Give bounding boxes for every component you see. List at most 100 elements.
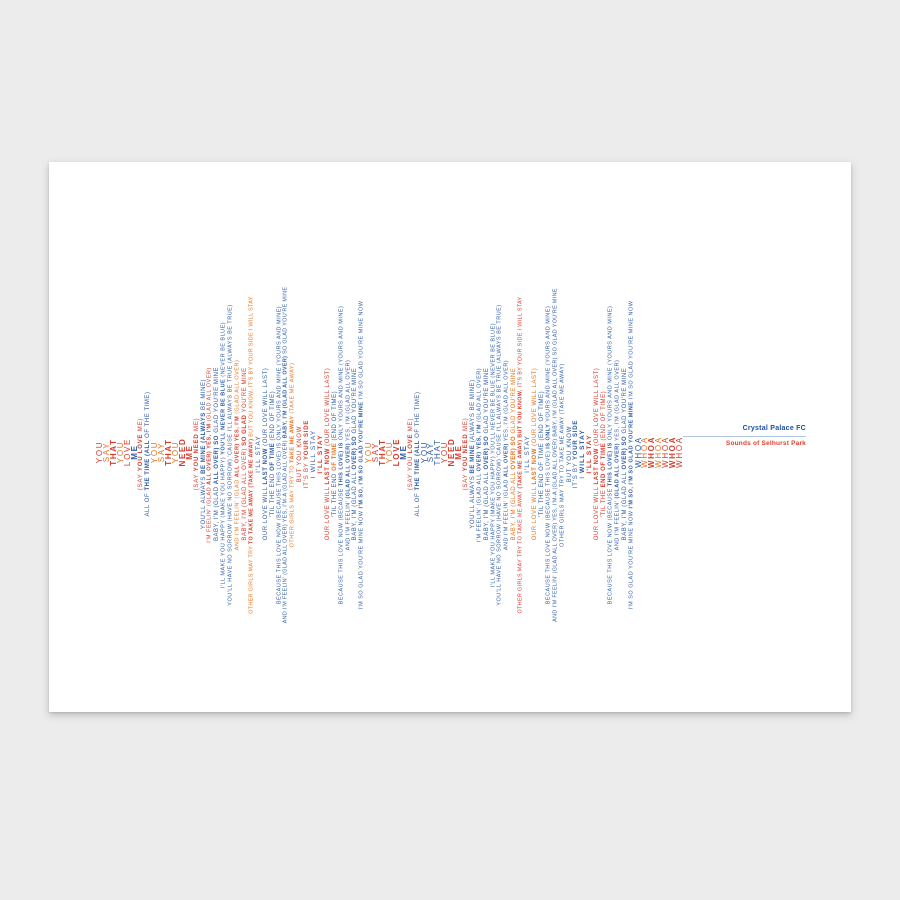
lyric-segment: GLAD YOU'RE MINE [483,367,490,436]
lyric-segment: LAST NOW [594,448,601,485]
lyric-line-text: I'M FEELIN' (GLAD ALL OVER) YES, I'M (GL… [206,367,214,542]
lyric-segment: (GLAD ALL OVER) [476,367,483,425]
lyric-segment: TO TAKE ME AWAY (TAKE ME AWAY) [248,438,255,545]
lyric-segment: YOURS AND MINE (YOURS AND MINE) [545,305,552,424]
lyric-line-text: AND I'M FEELIN' (GLAD ALL OVER) YES, I'M… [614,360,621,551]
lyric-line-text: ME [399,444,408,459]
lyric-line-text: ME [454,444,463,459]
lyric-segment: AND I'M FEELIN' (GLAD [503,477,510,551]
lyric-segment: (OUR LOVE WILL LAST) [262,367,269,449]
lyric-segment: LAST NOW [324,448,331,485]
club-title: Crystal Palace FC [742,425,806,432]
lyric-segment: YOU'LL ALWAYS [469,473,476,529]
divider-rule [683,435,806,437]
lyric-segment: OVER) SO [621,435,628,470]
lyric-segment: I'LL STAY [523,435,531,473]
lyric-segment: AND I'M FEELIN' [344,498,351,551]
poster-subtitle: Sounds of Selhurst Park [725,439,806,447]
lyric-segment: BABY, I'M (GLAD ALL [621,469,628,541]
lyric-line-text: OUR LOVE WILL LAST NOW (OUR LOVE WILL LA… [594,368,600,541]
lyric-segment: 'TIL THE END [269,470,276,518]
lyric-line-text: BABY, I'M (GLAD ALL OVER) SO GLAD YOU'RE… [484,368,490,541]
lyric-segment: ONLY YOURS AND MINE (YOURS AND MINE) [607,305,614,443]
lyric-line-text: BABY, I'M (GLAD ALL OVER) SO GLAD YOU'RE… [622,368,628,541]
lyric-segment: YES, I'M (GLAD ALL OVER) [344,359,351,443]
lyric-segment: OVER) YES, I'M [476,424,483,472]
lyric-line-text: OUR LOVE WILL LAST NOW (OUR LOVE WILL LA… [263,368,269,541]
lyric-segment: AND I'M FEELIN' [614,498,621,551]
lyric-line-text: BECAUSE THIS LOVE NOW (BECAUSE THIS LOVE… [337,305,345,605]
lyric-segment: (OUR LOVE WILL LAST) [324,367,331,449]
lyric-line-text: (SAY YOU LOVE ME) [138,418,144,490]
lyric-segment: YOU NEED [462,433,469,472]
lyric-segment: END OF TIME [601,442,608,488]
lyric-segment: OF THE TIME) [414,391,421,441]
lyric-line-text: YOU'LL ALWAYS BE MINE (ALWAYS BE MINE) [470,379,476,528]
lyric-line-text: YOU'LL HAVE NO SORROW (HAVE NO SORROW) '… [227,304,234,605]
lyric-line-text: AND I'M FEELIN' (GLAD ALL OVER) YES, I'M… [234,360,241,551]
lyric-line-text: (SAY YOU NEED ME) [463,418,469,491]
lyric-segment: ALL OF [145,490,152,517]
lyric-segment: I'LL STAY [586,434,593,474]
lyric-segment: OUR LOVE WILL [532,484,538,541]
lyric-segment: ME) [138,417,145,434]
lyric-segment: I'LL STAY [254,435,262,473]
lyric-segment: ALL OVER) YES, I'M [206,423,213,485]
lyric-line-text: AND I'M FEELIN' (GLAD ALL OVER) YES, I'M… [503,359,511,551]
lyric-segment: OTHER GIRLS MAY TRY [248,544,255,614]
lyric-segment: IS ONLY [545,423,552,449]
lyric-segment: OF THE TIME) [145,391,152,441]
lyric-segment: I'M SO GLAD YOU'RE MINE NOW [358,508,365,610]
art-print-poster: YOU SAY THAT YOU LOVE ME (SAY YOU LOVE ME) ALL … [49,162,851,712]
lyric-segment: 'TIL THE END [331,470,338,518]
lyric-segment: (GLAD ALL OVER) [614,442,621,499]
lyric-segment: OF TIME [269,442,276,471]
credit-block: Crystal Palace FC Sounds of Selhurst Par… [646,425,806,447]
lyric-segment: (GLAD ALL OVER) [206,367,213,424]
lyric-line-text: BUT YOU KNOW [567,426,573,482]
lyric-line-text: (SAY YOU NEED ME) [194,418,200,491]
lyric-segment: BECAUSE THIS LOVE NOW (BECAUSE [337,486,344,605]
lyric-segment: I'M FEELIN' (GLAD ALL [476,471,483,543]
lyric-segment: OTHER GIRLS MAY TRY TO TAKE ME AWAY (TAK… [558,363,565,547]
lyric-segment: YES, I'M (GLAD ALL OVER) [503,359,510,444]
lyric-segment: YOU'LL HAVE NO SORROW (HAVE NO SORROW) '… [496,304,503,606]
lyric-line-text: (SAY YOU LOVE ME) [408,418,414,490]
lyric-segment: BABY, I'M (GLAD ALL OVER) [282,355,289,439]
lyric-line-text: BECAUSE THIS LOVE NOW (BECAUSE THIS LOVE… [607,305,614,605]
lyric-segment: (SAY [462,471,469,491]
lyric-segment: THIS LOVE) IS [607,442,614,487]
lyric-segment: 'TIL THE END OF TIME (END OF TIME) [538,390,545,518]
lyric-segment: AND I'M FEELIN' (GLAD ALL OVER) YES, I'M… [552,288,559,622]
lyric-line-text: BUT YOU KNOW [297,426,303,482]
lyric-segment: ME [184,444,194,460]
lyric-line-text: I'LL STAY [316,434,325,474]
lyric-line-text: 'TIL THE END OF TIME (END OF TIME) [270,391,276,517]
lyric-segment: BUT YOU KNOW [566,425,573,483]
lyric-line-text: OTHER GIRLS MAY TRY TO TAKE ME AWAY (TAK… [558,363,566,547]
lyric-segment: (END OF TIME) [269,390,276,443]
lyric-line-text: 'TIL THE END OF TIME (END OF TIME) [601,391,607,517]
lyric-segment: BABY, I'M (GLAD ALL [483,469,490,541]
lyric-segment: GLAD YOU'RE MINE [621,367,628,436]
lyric-segment: OF TIME [331,442,338,471]
lyric-segment: ALL OVER) [503,443,510,478]
lyric-segment: (OUR LOVE WILL LAST) [594,367,601,449]
lyric-segment: (END OF TIME) [601,390,608,443]
lyric-segment: ME) [407,417,414,434]
lyric-segment: ONLY YOURS AND MINE (YOURS AND MINE) [337,305,344,443]
lyric-segment: I'LL STAY [316,434,324,474]
lyric-segment: BABY, I'M (GLAD ALL OVER) [242,445,248,541]
lyric-segment: BUT YOU KNOW, IT'S BY YOUR SIDE I WILL S… [248,296,255,439]
lyric-line-text: BECAUSE THIS LOVE NOW (BECAUSE THIS LOVE… [545,305,552,605]
lyric-segment: (TAKE ME AWAY) [289,362,296,416]
lyric-segment: BECAUSE THIS LOVE NOW (BECAUSE THIS LOVE… [545,448,552,605]
lyric-segment: THIS LOVE) IS [337,442,344,487]
lyric-line-text: I'LL MAKE YOU HAPPY (MAKE YOU HAPPY) YOU… [221,322,228,588]
lyric-segment: ME) [193,417,200,434]
lyric-segment: I [579,472,587,479]
lyric-segment: OUR LOVE WILL [594,484,601,541]
lyric-segment: I'LL MAKE YOU HAPPY (MAKE YOU HAPPY) YOU… [489,322,496,588]
lyric-segment: (OUR LOVE WILL LAST) [532,367,538,449]
